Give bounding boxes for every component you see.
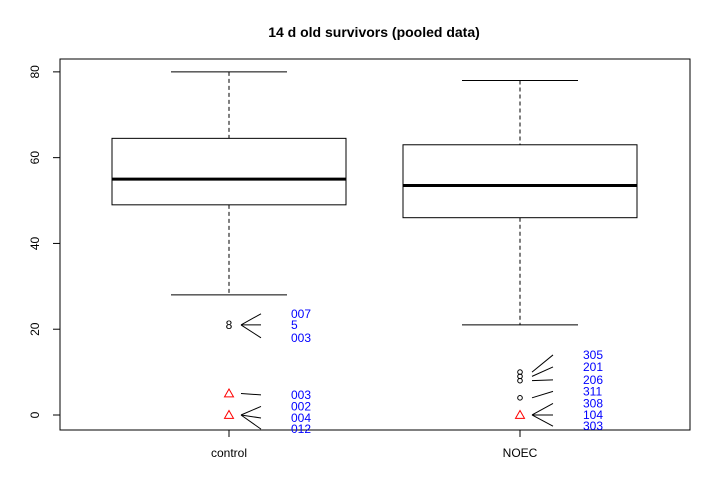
y-tick-label: 40	[28, 236, 42, 250]
y-tick-label: 60	[28, 151, 42, 165]
annotation-leader-line	[240, 393, 262, 396]
annotation-label: 5	[291, 318, 298, 332]
y-tick-label: 20	[28, 322, 42, 336]
annotation-label: 308	[583, 396, 603, 410]
annotation-leader-line	[531, 379, 554, 382]
y-tick-label: 80	[28, 65, 42, 79]
x-axis: control NOEC	[211, 429, 538, 460]
y-tick-label: 0	[28, 411, 42, 418]
annotation-label: 303	[583, 419, 603, 433]
annotation-label: 004	[291, 411, 311, 425]
y-axis: 0 20 40 60 80	[28, 65, 61, 418]
annotation-leader-line	[240, 414, 262, 419]
outlier-triangle	[223, 388, 235, 398]
annotation-leader-line	[531, 414, 554, 427]
outlier-circle	[517, 395, 523, 401]
annotation-label: 003	[291, 388, 311, 402]
annotation-label: 201	[583, 360, 603, 374]
annotation-leader-line	[240, 313, 262, 326]
annotation-label: 305	[583, 348, 603, 362]
annotation-leader-line	[240, 405, 262, 416]
boxes-layer: 8007500300300200401230520120631130810430…	[111, 71, 638, 436]
annotation-leader-line	[531, 366, 554, 377]
annotation-label: 104	[583, 408, 603, 422]
outlier-symbol: 8	[226, 318, 233, 332]
x-tick-label: NOEC	[503, 446, 538, 460]
outlier-circle	[517, 377, 523, 384]
annotation-leader-line	[531, 390, 554, 399]
annotation-label: 206	[583, 373, 603, 387]
chart-title: 14 d old survivors (pooled data)	[268, 24, 480, 40]
annotation-label: 007	[291, 307, 311, 321]
x-tick-label: control	[211, 446, 247, 460]
annotation-label: 012	[291, 422, 311, 436]
annotation-label: 003	[291, 331, 311, 345]
annotation-leader-line	[531, 354, 554, 373]
iqr-box	[402, 144, 638, 219]
annotation-label: 002	[291, 399, 311, 413]
outlier-triangle	[514, 409, 526, 419]
annotation-leader-line	[240, 414, 262, 430]
outlier-triangle	[223, 409, 235, 419]
annotation-leader-line	[240, 324, 262, 339]
annotation-leader-line	[531, 402, 554, 416]
iqr-box	[111, 137, 347, 206]
annotation-label: 311	[583, 384, 602, 398]
